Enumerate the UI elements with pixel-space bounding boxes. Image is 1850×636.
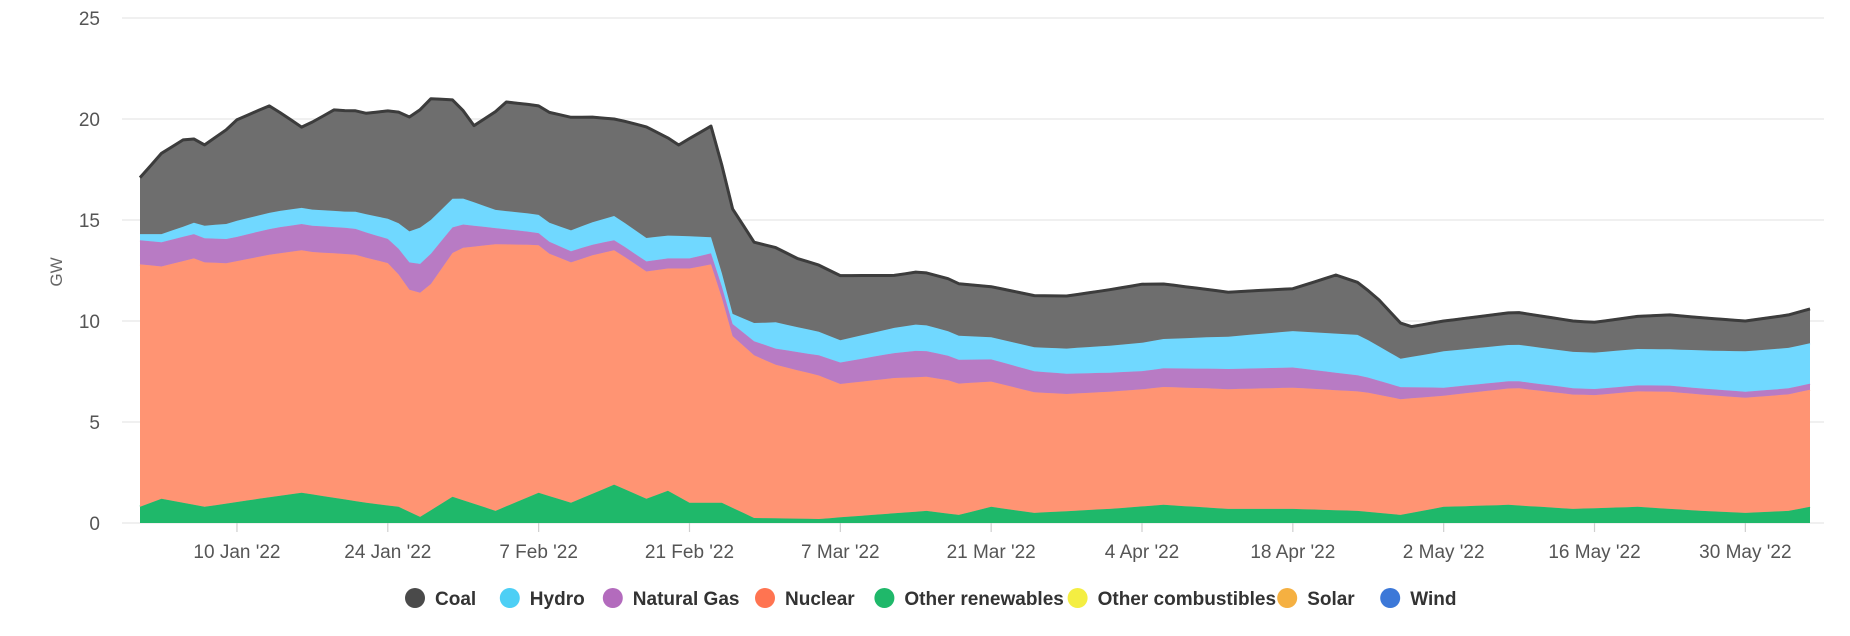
x-tick-label: 7 Feb '22 <box>499 542 578 563</box>
legend-swatch <box>1380 588 1401 608</box>
legend-item-nuclear: Nuclear <box>755 588 855 610</box>
y-tick-label: 10 <box>79 312 100 333</box>
total-outline <box>138 97 1811 329</box>
legend-label: Nuclear <box>785 589 855 610</box>
legend-label: Coal <box>435 589 476 610</box>
legend-label: Other combustibles <box>1098 589 1276 610</box>
area-hydro <box>140 198 1810 392</box>
x-tick-label: 21 Feb '22 <box>645 542 734 563</box>
legend-item-natural-gas: Natural Gas <box>602 588 740 610</box>
legend-item-other-combustibles: Other combustibles <box>1067 588 1276 610</box>
area-natural-gas <box>140 224 1810 400</box>
legend-swatch <box>874 588 895 608</box>
x-tick-label: 7 Mar '22 <box>801 542 880 563</box>
series-areas <box>139 97 1811 523</box>
x-tick-label: 10 Jan '22 <box>193 542 280 563</box>
legend-item-coal: Coal <box>405 588 476 610</box>
x-tick-label: 2 May '22 <box>1403 542 1485 563</box>
legend-swatch <box>602 588 623 608</box>
y-axis-ticks: 0 5 10 15 20 25 <box>79 9 100 535</box>
legend-item-hydro: Hydro <box>499 588 585 610</box>
total-line <box>138 97 1811 329</box>
legend-swatch <box>499 588 520 608</box>
x-tick-label: 18 Apr '22 <box>1250 542 1335 563</box>
legend-label: Natural Gas <box>633 589 740 610</box>
y-tick-label: 5 <box>89 413 100 434</box>
legend-label: Other renewables <box>904 589 1063 610</box>
area-other-renewables <box>140 484 1810 523</box>
legend-swatch <box>755 588 775 608</box>
x-tick-label: 30 May '22 <box>1699 542 1791 563</box>
x-tick-label: 21 Mar '22 <box>947 542 1036 563</box>
legend-item-solar: Solar <box>1277 588 1355 610</box>
y-axis-title: GW <box>47 257 66 286</box>
legend-swatch <box>405 588 425 608</box>
legend-label: Wind <box>1410 589 1456 610</box>
area-nuclear <box>140 244 1810 519</box>
x-tick-label: 16 May '22 <box>1548 542 1640 563</box>
x-axis-ticks: 10 Jan '22 24 Jan '22 7 Feb '22 21 Feb '22 7… <box>193 523 1792 563</box>
legend-label: Solar <box>1307 589 1355 610</box>
x-tick-label: 24 Jan '22 <box>344 542 431 563</box>
legend-item-other-renewables: Other renewables <box>874 588 1064 610</box>
y-tick-label: 15 <box>79 211 100 232</box>
x-tick-label: 4 Apr '22 <box>1105 542 1179 563</box>
y-tick-label: 20 <box>79 110 100 131</box>
legend-label: Hydro <box>530 589 585 610</box>
legend-swatch <box>1067 588 1088 608</box>
y-tick-label: 25 <box>79 9 100 30</box>
legend-swatch <box>1277 588 1298 608</box>
y-tick-label: 0 <box>89 514 100 535</box>
legend-item-wind: Wind <box>1380 588 1456 610</box>
legend: Coal Hydro Natural Gas Nuclear Other renewab… <box>405 588 1456 610</box>
area-coal <box>140 98 1810 359</box>
